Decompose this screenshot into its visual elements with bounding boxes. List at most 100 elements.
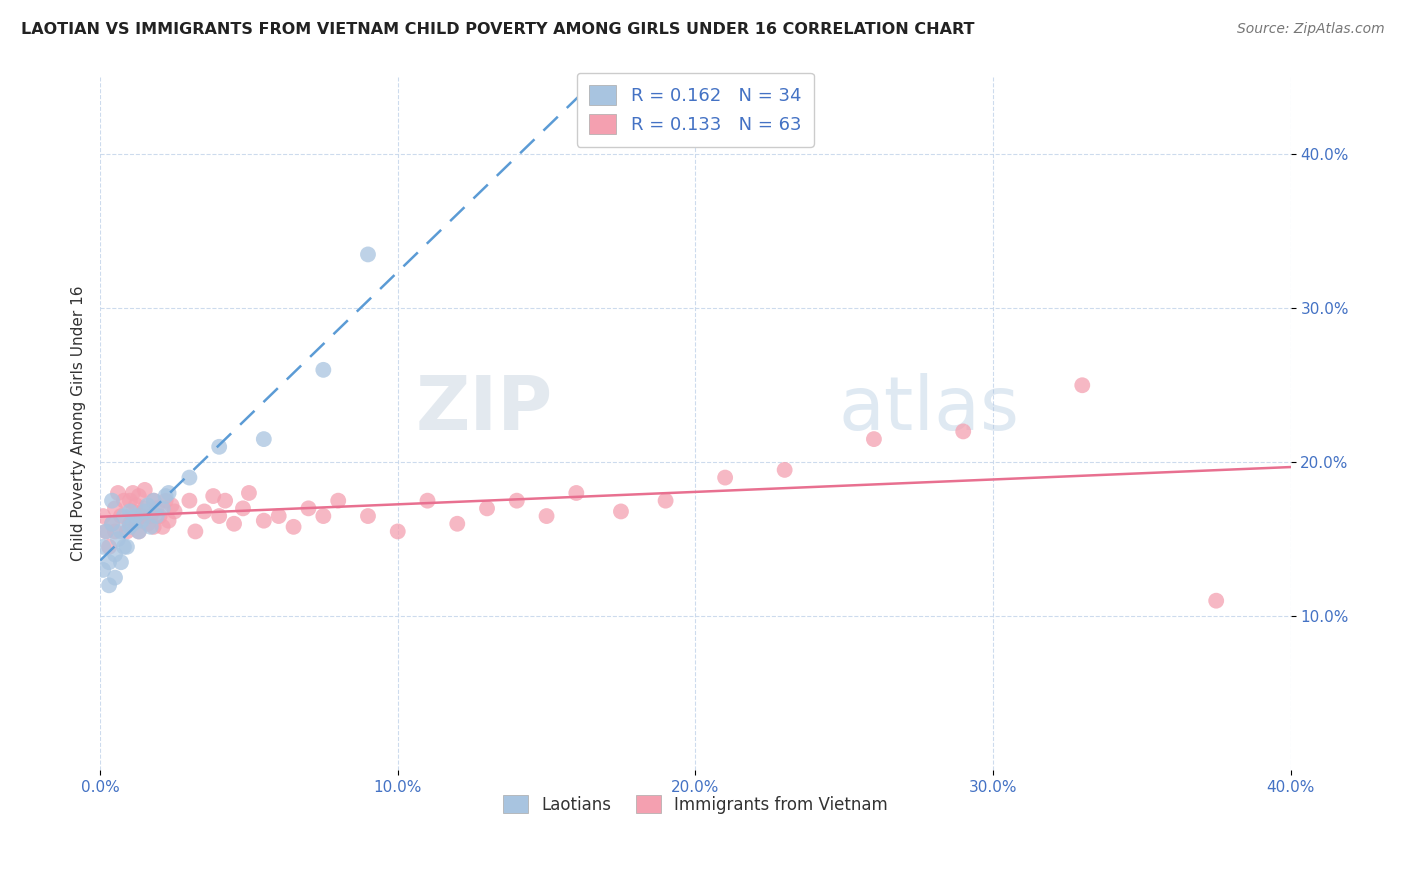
Point [118, 516, 141, 531]
Text: atlas: atlas [838, 374, 1019, 446]
Point [312, 509, 335, 524]
Point [312, 363, 335, 377]
Point [125, 498, 148, 512]
Point [714, 470, 737, 484]
Point [193, 504, 215, 518]
Point [94, 524, 117, 539]
Point [446, 516, 468, 531]
Point [101, 516, 124, 531]
Point [94, 524, 117, 539]
Point [506, 493, 529, 508]
Point [155, 489, 177, 503]
Point [157, 486, 180, 500]
Point [136, 516, 159, 531]
Point [208, 440, 231, 454]
Point [565, 486, 588, 500]
Point [121, 516, 143, 531]
Point [121, 504, 143, 518]
Point [98, 540, 121, 554]
Point [104, 548, 127, 562]
Point [179, 493, 201, 508]
Text: Source: ZipAtlas.com: Source: ZipAtlas.com [1237, 22, 1385, 37]
Point [118, 504, 141, 518]
Point [952, 425, 974, 439]
Point [1071, 378, 1094, 392]
Point [128, 489, 150, 503]
Point [610, 504, 633, 518]
Point [107, 486, 129, 500]
Point [104, 501, 127, 516]
Point [145, 501, 167, 516]
Point [202, 489, 225, 503]
Point [387, 524, 409, 539]
Point [110, 555, 132, 569]
Legend: Laotians, Immigrants from Vietnam: Laotians, Immigrants from Vietnam [492, 785, 898, 824]
Point [232, 501, 254, 516]
Point [101, 493, 124, 508]
Point [118, 520, 141, 534]
Point [112, 493, 135, 508]
Point [179, 470, 201, 484]
Point [139, 509, 162, 524]
Y-axis label: Child Poverty Among Girls Under 16: Child Poverty Among Girls Under 16 [72, 286, 86, 561]
Point [157, 514, 180, 528]
Point [1205, 593, 1227, 607]
Point [152, 520, 174, 534]
Point [112, 509, 135, 524]
Point [142, 520, 165, 534]
Point [118, 493, 141, 508]
Point [131, 514, 153, 528]
Point [136, 498, 159, 512]
Point [142, 493, 165, 508]
Point [208, 509, 231, 524]
Point [134, 504, 156, 518]
Point [125, 514, 148, 528]
Point [863, 432, 886, 446]
Point [98, 578, 121, 592]
Point [357, 247, 380, 261]
Point [253, 514, 276, 528]
Point [357, 509, 380, 524]
Point [163, 504, 186, 518]
Point [98, 555, 121, 569]
Point [654, 493, 676, 508]
Point [214, 493, 236, 508]
Point [253, 432, 276, 446]
Point [115, 524, 138, 539]
Point [149, 509, 172, 524]
Point [222, 516, 245, 531]
Point [155, 493, 177, 508]
Point [101, 516, 124, 531]
Point [104, 524, 127, 539]
Point [91, 540, 114, 554]
Point [91, 563, 114, 577]
Point [91, 509, 114, 524]
Point [128, 524, 150, 539]
Point [110, 524, 132, 539]
Point [297, 501, 319, 516]
Point [536, 509, 558, 524]
Point [134, 501, 156, 516]
Text: LAOTIAN VS IMMIGRANTS FROM VIETNAM CHILD POVERTY AMONG GIRLS UNDER 16 CORRELATIO: LAOTIAN VS IMMIGRANTS FROM VIETNAM CHILD… [21, 22, 974, 37]
Point [238, 486, 260, 500]
Point [134, 483, 156, 497]
Point [112, 540, 135, 554]
Point [267, 509, 290, 524]
Point [475, 501, 498, 516]
Point [152, 501, 174, 516]
Text: ZIP: ZIP [415, 374, 553, 446]
Point [416, 493, 439, 508]
Point [328, 493, 350, 508]
Point [115, 540, 138, 554]
Point [125, 509, 148, 524]
Point [283, 520, 305, 534]
Point [104, 571, 127, 585]
Point [121, 486, 143, 500]
Point [131, 509, 153, 524]
Point [184, 524, 207, 539]
Point [128, 524, 150, 539]
Point [139, 520, 162, 534]
Point [160, 498, 183, 512]
Point [142, 493, 165, 508]
Point [110, 509, 132, 524]
